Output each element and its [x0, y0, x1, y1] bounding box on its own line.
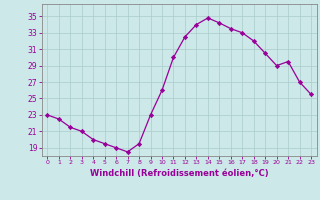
- X-axis label: Windchill (Refroidissement éolien,°C): Windchill (Refroidissement éolien,°C): [90, 169, 268, 178]
